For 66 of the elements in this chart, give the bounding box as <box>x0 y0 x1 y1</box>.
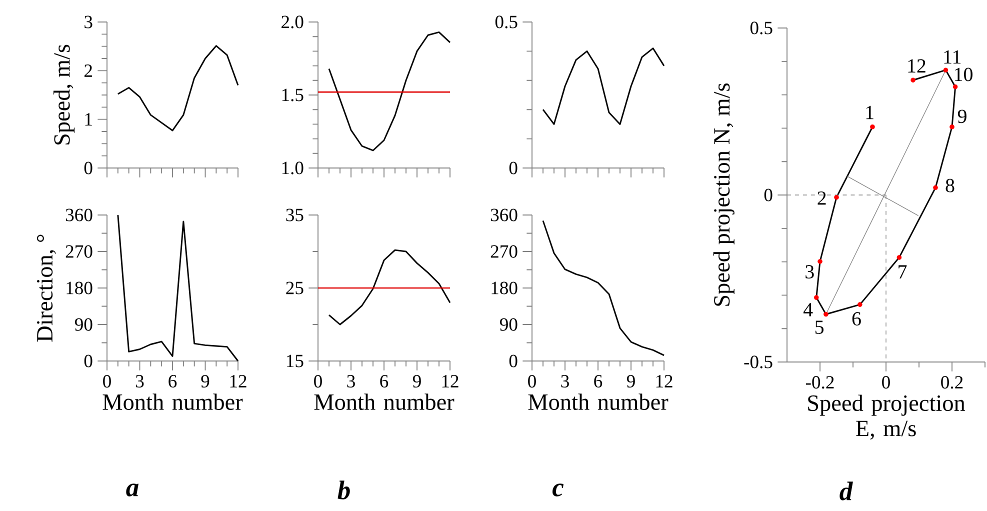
text: a <box>126 484 139 496</box>
y-tick-label: 90 <box>74 318 92 331</box>
y-tick-label: 2.0 <box>282 16 304 28</box>
text: d <box>840 482 853 500</box>
x-tick-label: 9 <box>626 375 635 388</box>
annotation: 9 <box>958 110 966 124</box>
x-axis-title: Month number <box>102 394 243 410</box>
x-tick-label: 12 <box>442 375 458 388</box>
annotation: 3 <box>806 265 814 279</box>
annotation: 5 <box>815 320 824 334</box>
y-tick-label: -0.5 <box>744 356 772 368</box>
x-tick-label: 0 <box>528 375 536 388</box>
x-axis-title: Speed projection E, m/s <box>808 394 966 440</box>
annotation: 10 <box>955 68 972 82</box>
text: b <box>338 480 350 500</box>
y-tick-label: 15 <box>287 354 304 368</box>
x-axis-title: Month number <box>528 394 668 410</box>
annotation: 6 <box>852 312 861 326</box>
y-tick-label: 180 <box>66 282 92 294</box>
y-tick-label: 270 <box>490 245 518 258</box>
y-tick-label: 35 <box>286 208 304 222</box>
x-tick-label: 3 <box>136 375 144 388</box>
y-tick-label: 1 <box>85 113 92 126</box>
x-tick-label: 9 <box>201 375 210 388</box>
y-tick-label: 25 <box>286 282 304 294</box>
annotation: 4 <box>803 303 813 316</box>
annotation: 12 <box>908 59 926 72</box>
y-tick-label: 0 <box>509 162 518 174</box>
y-tick-label: 0 <box>509 354 518 368</box>
y-tick-label: 1.5 <box>282 88 304 102</box>
y-tick-label: 0 <box>764 188 772 202</box>
x-tick-label: 3 <box>561 375 569 388</box>
y-tick-label: 0 <box>84 354 92 368</box>
annotation: 11 <box>944 50 961 64</box>
x-tick-label: 9 <box>412 375 421 388</box>
x-tick-label: 0 <box>103 375 111 388</box>
y-tick-label: 180 <box>492 282 518 294</box>
x-tick-label: -0.2 <box>806 376 834 389</box>
y-tick-label: 3 <box>84 16 92 28</box>
x-axis-title: Month number <box>314 394 454 410</box>
y-tick-label: 90 <box>500 318 518 331</box>
y-tick-label: 0.5 <box>495 16 518 28</box>
y-axis-title: Direction, ° <box>36 234 56 342</box>
y-tick-label: 360 <box>66 208 92 222</box>
text: c <box>552 484 564 496</box>
y-tick-label: 0 <box>84 162 92 174</box>
x-tick-label: 6 <box>594 375 602 388</box>
annotation: 2 <box>818 191 826 205</box>
y-tick-label: 270 <box>66 245 92 258</box>
y-axis-title: Speed, m/s <box>53 44 75 144</box>
x-tick-label: 6 <box>168 375 177 388</box>
annotation: 1 <box>866 106 874 120</box>
annotation: 8 <box>946 178 954 192</box>
x-tick-label: 12 <box>656 375 672 388</box>
x-tick-label: 3 <box>347 375 355 388</box>
x-tick-label: 12 <box>230 375 246 388</box>
x-tick-label: 0 <box>314 375 322 388</box>
y-tick-label: 2 <box>84 64 92 77</box>
x-tick-label: 0.2 <box>941 376 963 389</box>
y-tick-label: 360 <box>490 208 518 222</box>
annotation: 7 <box>898 265 907 278</box>
y-axis-title: Speed projection N, m/s <box>713 84 734 306</box>
y-tick-label: 0.5 <box>750 22 772 34</box>
x-tick-label: 0 <box>882 376 890 389</box>
x-tick-label: 6 <box>380 375 388 388</box>
y-tick-label: 1.0 <box>282 162 304 174</box>
